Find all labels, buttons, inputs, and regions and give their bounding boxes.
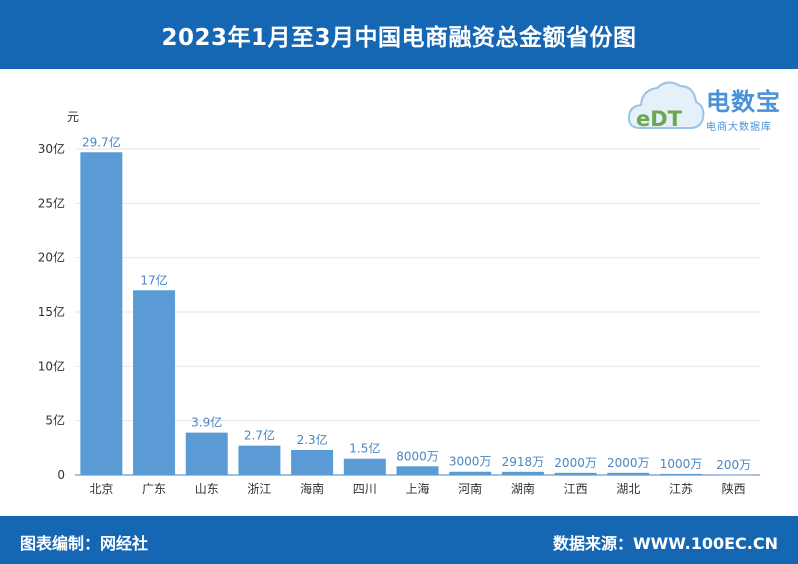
logo: eDT 电数宝 电商大数据库 — [626, 72, 794, 138]
data-label: 17亿 — [140, 272, 167, 287]
chart-title: 2023年1月至3月中国电商融资总金额省份图 — [161, 24, 637, 51]
x-tick-label: 山东 — [195, 482, 219, 496]
chart-title-bar: 2023年1月至3月中国电商融资总金额省份图 — [0, 0, 798, 69]
x-tick-label: 广东 — [142, 482, 166, 496]
x-tick-label: 北京 — [89, 482, 113, 496]
x-tick-label: 陕西 — [722, 481, 746, 496]
bar — [185, 432, 228, 475]
cloud-logo-icon: eDT — [627, 81, 705, 131]
footer-source-credit: 图表编制：网经社 — [20, 534, 149, 553]
bar — [607, 472, 650, 475]
data-label: 8000万 — [396, 449, 439, 463]
bar — [80, 152, 123, 475]
logo-subtitle: 电商大数据库 — [706, 122, 772, 133]
bar — [133, 290, 176, 475]
bar — [554, 472, 597, 475]
data-label: 2918万 — [502, 455, 545, 469]
data-label: 1000万 — [660, 457, 703, 471]
data-label: 2.7亿 — [244, 428, 275, 443]
y-tick-label: 30亿 — [38, 141, 65, 156]
data-label: 29.7亿 — [82, 134, 121, 149]
data-label: 3000万 — [449, 455, 492, 469]
footer: 图表编制：网经社 数据来源：WWW.100EC.CN — [0, 516, 798, 564]
logo-name: 电数宝 — [706, 88, 781, 116]
bar — [291, 450, 334, 475]
data-label: 2.3亿 — [297, 432, 328, 447]
data-label: 3.9亿 — [191, 415, 222, 430]
bar — [343, 458, 386, 475]
x-tick-label: 上海 — [405, 481, 429, 496]
x-tick-label: 浙江 — [247, 482, 271, 496]
footer-data-source: 数据来源：WWW.100EC.CN — [552, 534, 778, 553]
bar — [712, 474, 755, 476]
bar — [238, 445, 281, 475]
bar — [449, 471, 492, 475]
x-tick-label: 湖北 — [616, 481, 640, 496]
bar — [396, 466, 439, 475]
y-tick-label: 10亿 — [38, 358, 65, 373]
x-tick-label: 河南 — [458, 481, 482, 496]
x-tick-label: 四川 — [353, 482, 377, 496]
x-tick-label: 江西 — [564, 482, 588, 496]
x-tick-label: 海南 — [300, 481, 324, 496]
bar — [501, 471, 544, 475]
bar — [659, 473, 702, 475]
y-tick-label: 20亿 — [38, 250, 65, 265]
y-tick-label: 5亿 — [45, 413, 65, 428]
data-label: 200万 — [716, 458, 751, 472]
y-axis-unit: 元 — [67, 110, 79, 124]
y-tick-label: 25亿 — [38, 195, 65, 210]
y-tick-label: 15亿 — [38, 304, 65, 319]
data-label: 1.5亿 — [349, 441, 380, 456]
data-label: 2000万 — [554, 456, 597, 470]
x-tick-label: 湖南 — [511, 481, 535, 496]
x-tick-label: 江苏 — [669, 482, 693, 496]
data-label: 2000万 — [607, 456, 650, 470]
y-tick-label: 0 — [57, 468, 65, 482]
logo-mark: eDT — [636, 107, 683, 131]
